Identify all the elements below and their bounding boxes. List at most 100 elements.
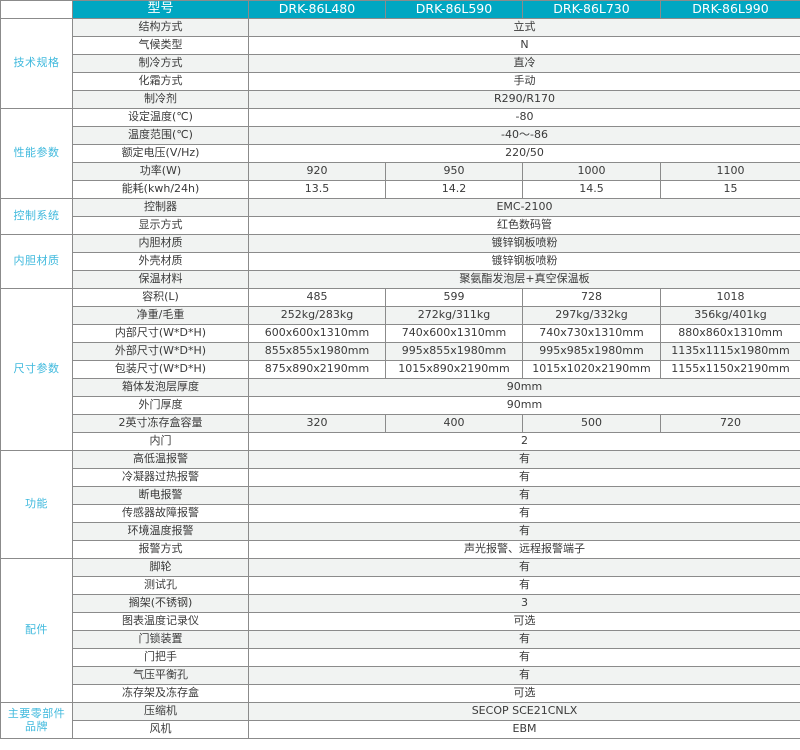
spec-label: 传感器故障报警 bbox=[72, 504, 249, 523]
spec-value-model-3: 728 bbox=[522, 288, 661, 307]
table-row: 主要零部件品牌 压缩机 SECOP SCE21CNLX bbox=[0, 702, 800, 739]
category-label: 性能参数 bbox=[0, 108, 73, 199]
spec-label: 制冷剂 bbox=[72, 90, 249, 109]
header-corner-cell bbox=[0, 0, 73, 19]
spec-label: 图表温度记录仪 bbox=[72, 612, 249, 631]
table-row: 配件 脚轮有 bbox=[0, 558, 800, 703]
spec-value-model-1: 600x600x1310mm bbox=[248, 324, 386, 343]
table-row: 搁架(不锈钢) 3 bbox=[1, 594, 800, 613]
spec-label: 压缩机 bbox=[72, 702, 249, 721]
spec-value-merged: 可选 bbox=[248, 612, 800, 631]
spec-label: 额定电压(V/Hz) bbox=[72, 144, 249, 163]
spec-value-model-2: 272kg/311kg bbox=[385, 306, 523, 325]
spec-value-merged: 有 bbox=[248, 666, 800, 685]
table-row: 冷凝器过热报警有 bbox=[1, 468, 800, 487]
table-row: 测试孔有 bbox=[1, 576, 800, 595]
spec-label: 箱体发泡层厚度 bbox=[72, 378, 249, 397]
spec-value-merged: 有 bbox=[248, 450, 800, 469]
spec-value-model-4: 720 bbox=[660, 414, 800, 433]
table-row: 箱体发泡层厚度 90mm bbox=[1, 378, 800, 397]
table-row: 环境温度报警有 bbox=[1, 522, 800, 541]
spec-value-model-3: 995x985x1980mm bbox=[522, 342, 661, 361]
spec-value-model-1: 855x855x1980mm bbox=[248, 342, 386, 361]
spec-value-merged: 手动 bbox=[248, 72, 800, 91]
spec-value-merged: 90mm bbox=[248, 396, 800, 415]
table-row: 制冷方式 直冷 bbox=[1, 54, 800, 73]
spec-value-model-1: 13.5 bbox=[248, 180, 386, 199]
spec-value-merged: EMC-2100 bbox=[248, 198, 800, 217]
spec-value-merged: N bbox=[248, 36, 800, 55]
spec-value-merged: 聚氨酯发泡层+真空保温板 bbox=[248, 270, 800, 289]
table-row: 内部尺寸(W*D*H) 600x600x1310mm 740x600x1310mm 7… bbox=[1, 324, 800, 343]
table-row: 额定电压(V/Hz) 220/50 bbox=[1, 144, 800, 163]
spec-label: 制冷方式 bbox=[72, 54, 249, 73]
table-row: 能耗(kwh/24h) 13.5 14.2 14.5 15 bbox=[1, 180, 800, 199]
header-model-3: DRK-86L730 bbox=[522, 0, 661, 19]
spec-value-merged: 3 bbox=[248, 594, 800, 613]
spec-value-merged: 90mm bbox=[248, 378, 800, 397]
table-row: 报警方式 声光报警、远程报警端子 bbox=[1, 540, 800, 559]
spec-label: 功率(W) bbox=[72, 162, 249, 181]
spec-label: 外门厚度 bbox=[72, 396, 249, 415]
table-row: 功能 高低温报警有 bbox=[0, 450, 800, 559]
table-row: 外部尺寸(W*D*H) 855x855x1980mm 995x855x1980mm 9… bbox=[1, 342, 800, 361]
spec-value-model-4: 880x860x1310mm bbox=[660, 324, 800, 343]
table-row: 功率(W) 920 950 1000 1100 bbox=[1, 162, 800, 181]
spec-label: 断电报警 bbox=[72, 486, 249, 505]
table-row: 2英寸冻存盒容量 320 400 500 720 bbox=[1, 414, 800, 433]
spec-value-merged: 有 bbox=[248, 522, 800, 541]
spec-value-merged: 有 bbox=[248, 648, 800, 667]
table-row: 内门 2 bbox=[1, 432, 800, 451]
table-row: 显示方式 红色数码管 bbox=[1, 216, 800, 235]
spec-value-merged: -80 bbox=[248, 108, 800, 127]
spec-value-merged: 声光报警、远程报警端子 bbox=[248, 540, 800, 559]
category-label: 内胆材质 bbox=[0, 234, 73, 289]
spec-value-merged: 红色数码管 bbox=[248, 216, 800, 235]
spec-value-model-4: 1018 bbox=[660, 288, 800, 307]
spec-value-merged: 有 bbox=[248, 630, 800, 649]
spec-value-merged: 镀锌钢板喷粉 bbox=[248, 252, 800, 271]
table-body: 技术规格 结构方式 立式 气候类型 N 制冷方式 直冷 化霜方式 手动 制冷剂 R290/R170 性… bbox=[0, 18, 800, 739]
spec-value-merged: EBM bbox=[248, 720, 800, 739]
spec-label: 设定温度(℃) bbox=[72, 108, 249, 127]
spec-label: 风机 bbox=[72, 720, 249, 739]
spec-label: 显示方式 bbox=[72, 216, 249, 235]
spec-label: 气候类型 bbox=[72, 36, 249, 55]
spec-value-model-2: 599 bbox=[385, 288, 523, 307]
spec-value-model-3: 740x730x1310mm bbox=[522, 324, 661, 343]
table-row: 内胆材质 内胆材质 镀锌钢板喷粉 bbox=[0, 234, 800, 289]
spec-value-merged: 直冷 bbox=[248, 54, 800, 73]
spec-label: 内门 bbox=[72, 432, 249, 451]
spec-label: 内部尺寸(W*D*H) bbox=[72, 324, 249, 343]
spec-label: 气压平衡孔 bbox=[72, 666, 249, 685]
spec-label: 净重/毛重 bbox=[72, 306, 249, 325]
table-row: 包装尺寸(W*D*H) 875x890x2190mm 1015x890x2190mm… bbox=[1, 360, 800, 379]
header-model-2: DRK-86L590 bbox=[385, 0, 523, 19]
spec-value-model-1: 920 bbox=[248, 162, 386, 181]
spec-value-model-1: 875x890x2190mm bbox=[248, 360, 386, 379]
spec-value-model-2: 1015x890x2190mm bbox=[385, 360, 523, 379]
spec-value-merged: 有 bbox=[248, 558, 800, 577]
spec-value-model-2: 950 bbox=[385, 162, 523, 181]
spec-label: 冻存架及冻存盒 bbox=[72, 684, 249, 703]
table-row: 断电报警有 bbox=[1, 486, 800, 505]
spec-label: 2英寸冻存盒容量 bbox=[72, 414, 249, 433]
spec-label: 控制器 bbox=[72, 198, 249, 217]
table-row: 技术规格 结构方式 立式 bbox=[0, 18, 800, 109]
table-row: 化霜方式 手动 bbox=[1, 72, 800, 91]
spec-label: 容积(L) bbox=[72, 288, 249, 307]
spec-label: 外壳材质 bbox=[72, 252, 249, 271]
spec-value-model-3: 500 bbox=[522, 414, 661, 433]
header-model-4: DRK-86L990 bbox=[660, 0, 800, 19]
table-row: 冻存架及冻存盒 可选 bbox=[1, 684, 800, 703]
spec-value-model-3: 14.5 bbox=[522, 180, 661, 199]
table-row: 外壳材质 镀锌钢板喷粉 bbox=[1, 252, 800, 271]
spec-label: 高低温报警 bbox=[72, 450, 249, 469]
spec-value-merged: 立式 bbox=[248, 18, 800, 37]
spec-label: 能耗(kwh/24h) bbox=[72, 180, 249, 199]
table-row: 风机 EBM bbox=[1, 720, 800, 739]
spec-value-merged: 2 bbox=[248, 432, 800, 451]
spec-label: 冷凝器过热报警 bbox=[72, 468, 249, 487]
table-header: 型号 DRK-86L480 DRK-86L590 DRK-86L730 DRK-… bbox=[0, 0, 800, 19]
spec-value-model-1: 252kg/283kg bbox=[248, 306, 386, 325]
